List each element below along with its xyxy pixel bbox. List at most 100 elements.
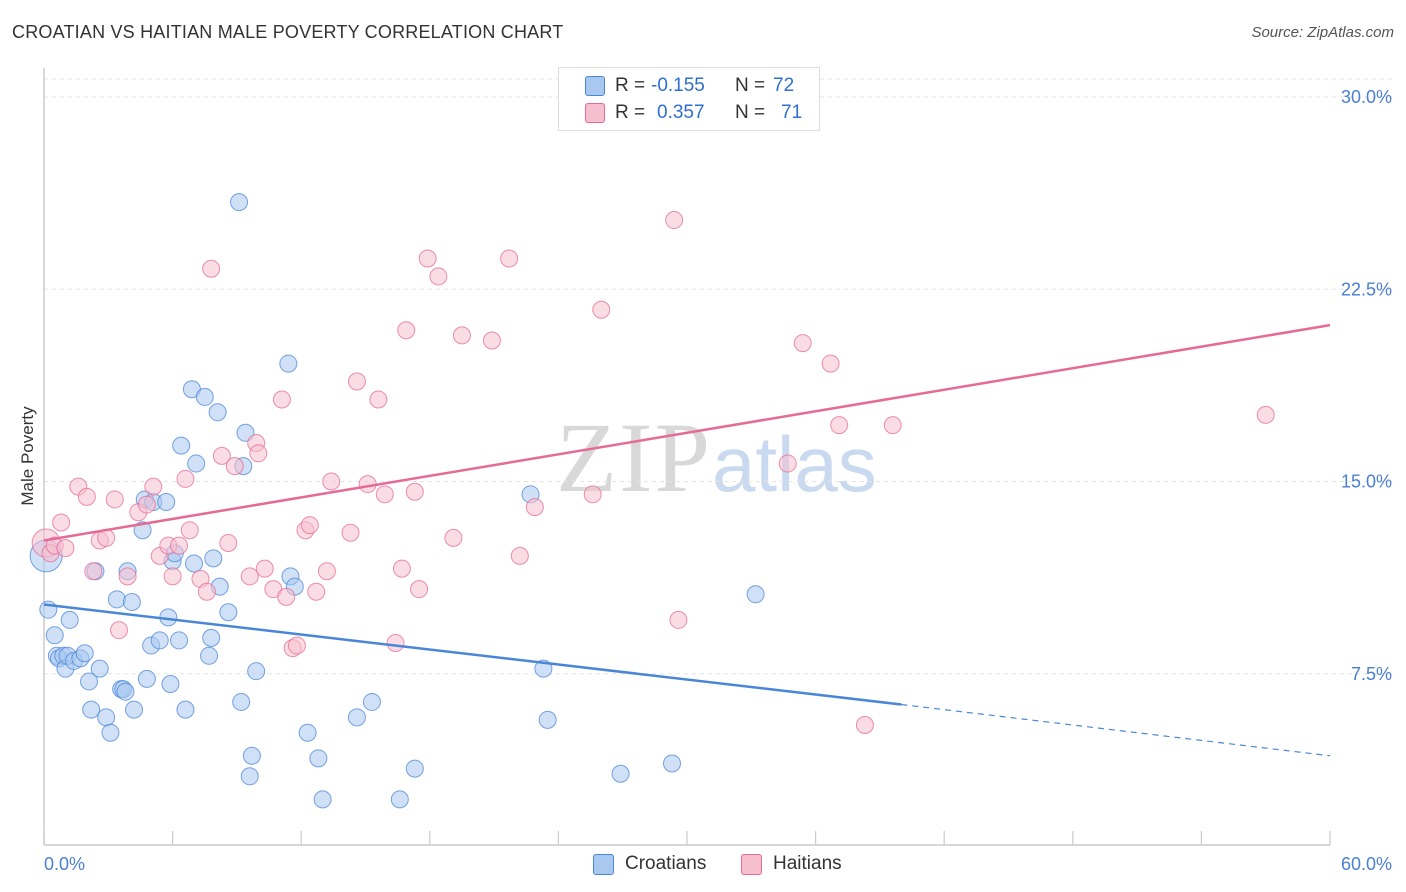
croatians-point <box>662 754 681 773</box>
legend-n-label: N = <box>735 75 766 96</box>
haitians-point <box>225 457 244 476</box>
haitians-point <box>307 582 326 601</box>
croatians-point <box>405 759 424 778</box>
croatians-point <box>538 710 557 729</box>
croatians-point <box>195 387 214 406</box>
croatians-point <box>45 626 64 645</box>
haitians-point <box>452 326 471 345</box>
haitians-point <box>405 482 424 501</box>
croatians-point <box>101 723 120 742</box>
croatians-point <box>242 746 261 765</box>
croatians-point <box>200 646 219 665</box>
series-swatch-haitians <box>741 854 762 875</box>
haitians-point <box>583 485 602 504</box>
correlation-legend: R = -0.155 N = 72 R = 0.357 N = 71 <box>558 67 820 131</box>
legend-r-label: R = <box>615 102 646 123</box>
haitians-point <box>665 211 684 230</box>
croatians-point <box>362 692 381 711</box>
haitians-point <box>418 249 437 268</box>
haitians-point <box>793 334 812 353</box>
haitians-point <box>525 498 544 517</box>
croatians-point <box>133 521 152 540</box>
haitians-point <box>444 528 463 547</box>
croatians-point <box>230 193 249 212</box>
haitians-point <box>317 562 336 581</box>
croatians-point <box>116 682 135 701</box>
series-legend-label: Croatians <box>625 853 707 874</box>
x-tick-label: 60.0% <box>1341 854 1392 874</box>
haitians-point <box>287 636 306 655</box>
haitians-point <box>300 516 319 535</box>
haitians-point <box>137 495 156 514</box>
croatians-point <box>313 790 332 809</box>
haitians-point <box>240 567 259 586</box>
croatians-point <box>298 723 317 742</box>
croatians-point <box>90 659 109 678</box>
croatians-trend-line <box>43 603 902 706</box>
croatians-point <box>176 700 195 719</box>
y-tick-label: 22.5% <box>1341 279 1392 299</box>
haitians-point <box>84 562 103 581</box>
haitians-point <box>347 372 366 391</box>
legend-r-label: R = <box>615 75 646 96</box>
croatians-point <box>107 590 126 609</box>
haitians-point <box>821 354 840 373</box>
haitians-trend-line <box>43 323 1331 542</box>
watermark-zip: ZIP <box>556 402 712 513</box>
haitians-point <box>56 539 75 558</box>
croatians-point <box>187 454 206 473</box>
series-swatch-croatians <box>593 854 614 875</box>
croatians-point <box>208 403 227 422</box>
haitians-point <box>52 513 71 532</box>
haitians-point <box>592 300 611 319</box>
croatians-point <box>247 662 266 681</box>
haitians-point <box>176 469 195 488</box>
croatians-point <box>309 749 328 768</box>
haitians-point <box>255 559 274 578</box>
haitians-point <box>392 559 411 578</box>
croatians-point <box>611 764 630 783</box>
haitians-point <box>163 567 182 586</box>
legend-swatch-croatians <box>585 76 605 96</box>
haitians-point <box>322 472 341 491</box>
croatians-point <box>170 631 189 650</box>
haitians-point <box>249 444 268 463</box>
haitians-point <box>77 487 96 506</box>
haitians-point <box>1256 405 1275 424</box>
haitians-point <box>500 249 519 268</box>
chart-title: CROATIAN VS HAITIAN MALE POVERTY CORRELA… <box>12 22 564 42</box>
haitians-point <box>855 716 874 735</box>
haitians-point <box>778 454 797 473</box>
croatians-point <box>161 675 180 694</box>
croatians-trend-extension <box>901 703 1331 757</box>
croatians-point <box>219 603 238 622</box>
croatians-point <box>122 592 141 611</box>
croatians-point <box>82 700 101 719</box>
haitians-point <box>202 259 221 278</box>
croatians-point <box>347 708 366 727</box>
haitians-point <box>118 567 137 586</box>
series-legend-label: Haitians <box>773 853 842 874</box>
croatians-point <box>746 585 765 604</box>
haitians-point <box>375 485 394 504</box>
source-label: Source: ZipAtlas.com <box>1251 24 1394 41</box>
y-tick-label: 30.0% <box>1341 87 1392 107</box>
haitians-point <box>105 490 124 509</box>
croatians-point <box>240 767 259 786</box>
haitians-point <box>110 621 129 640</box>
x-tick-label: 0.0% <box>44 854 85 874</box>
legend-r-value: 0.357 <box>657 102 705 123</box>
watermark: ZIPatlas <box>556 400 877 515</box>
haitians-point <box>170 536 189 555</box>
croatians-point <box>97 708 116 727</box>
legend-swatch-haitians <box>585 103 605 123</box>
y-tick-label: 7.5% <box>1351 664 1392 684</box>
croatians-point <box>125 700 144 719</box>
haitians-point <box>272 390 291 409</box>
haitians-point <box>277 587 296 606</box>
y-tick-label: 15.0% <box>1341 472 1392 492</box>
legend-n-value: 72 <box>773 75 795 96</box>
croatians-point <box>390 790 409 809</box>
croatians-point <box>185 554 204 573</box>
